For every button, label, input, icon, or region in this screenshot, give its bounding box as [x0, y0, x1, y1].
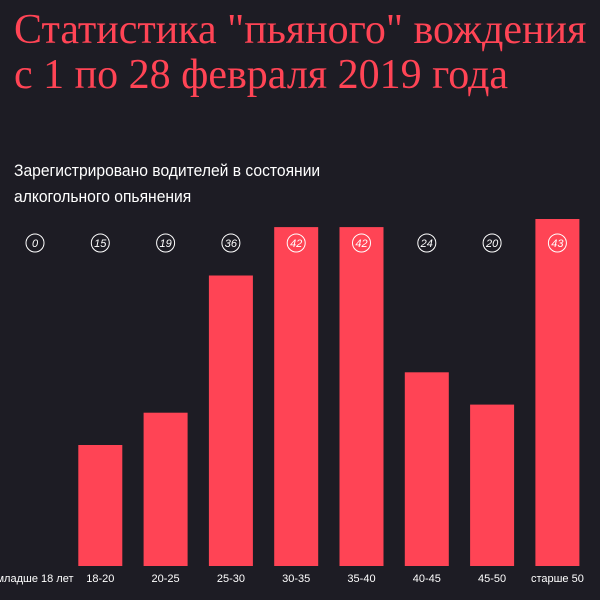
- bar-6: [404, 372, 449, 566]
- data-label-8: 43: [551, 238, 564, 250]
- x-tick-label-1: 18-20: [86, 573, 114, 585]
- data-label-circle-8: [547, 233, 567, 253]
- data-label-circle-3: [221, 233, 241, 253]
- bar-7: [470, 404, 515, 566]
- x-tick-label-2: 20-25: [152, 573, 180, 585]
- data-label-1: 15: [94, 238, 107, 250]
- data-label-5: 42: [355, 238, 367, 250]
- x-tick-label-0: младше 18 лет: [0, 573, 74, 585]
- data-label-7: 20: [485, 238, 499, 250]
- data-label-circle-7: [482, 233, 502, 253]
- bar-5: [339, 227, 384, 566]
- bar-8: [535, 219, 580, 566]
- data-label-circle-1: [90, 233, 110, 253]
- chart-subtitle: Зарегистрировано водителей в состоянии а…: [14, 161, 321, 206]
- x-tick-label-5: 35-40: [347, 573, 375, 585]
- data-label-2: 19: [159, 238, 171, 250]
- bar-3: [208, 275, 253, 566]
- bar-4: [274, 227, 319, 566]
- x-tick-label-3: 25-30: [217, 573, 245, 585]
- data-label-circle-4: [286, 233, 306, 253]
- bar-2: [143, 412, 188, 566]
- data-label-circle-5: [352, 233, 371, 253]
- data-label-circle-2: [156, 233, 176, 253]
- bar-1: [78, 445, 123, 566]
- data-label-3: 36: [225, 238, 238, 250]
- data-label-0: 0: [32, 238, 39, 250]
- x-tick-label-7: 45-50: [478, 573, 506, 585]
- x-tick-label-6: 40-45: [413, 573, 441, 585]
- data-label-circle-6: [417, 233, 437, 253]
- x-tick-label-8: старше 50: [531, 573, 584, 585]
- data-label-6: 24: [420, 238, 433, 250]
- data-label-4: 42: [290, 238, 302, 250]
- x-tick-label-4: 30-35: [282, 573, 310, 585]
- chart-title: Статистика "пьяного" вождения с 1 по 28 …: [14, 7, 587, 98]
- data-label-circle-0: [25, 233, 45, 253]
